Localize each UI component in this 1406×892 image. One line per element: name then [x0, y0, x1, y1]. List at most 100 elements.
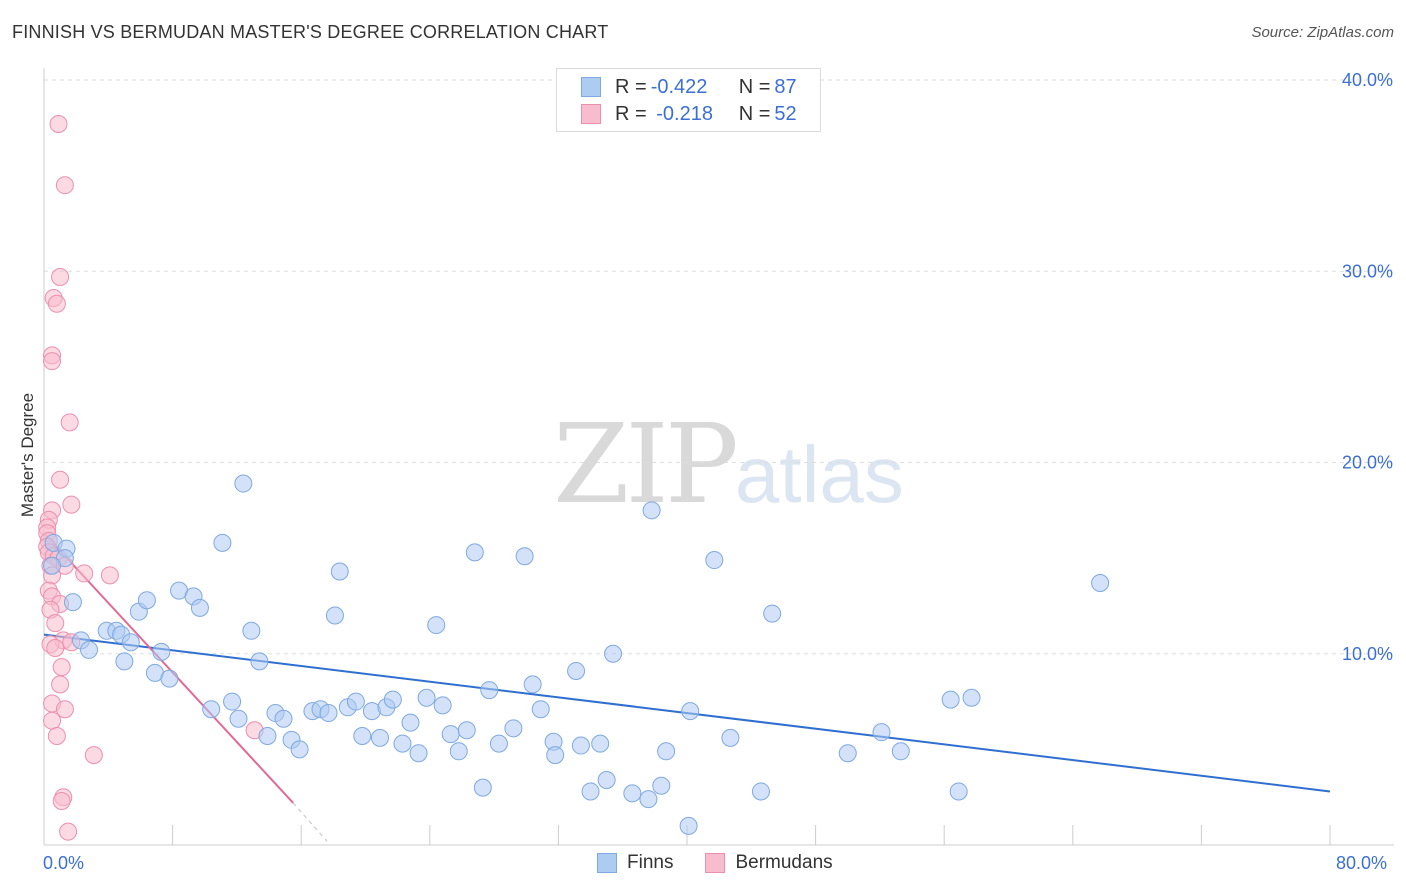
point-finns-49: [433, 696, 452, 715]
y-tick-label-10: 10.0%: [1342, 644, 1393, 664]
point-finns-47: [417, 688, 436, 707]
legend-n-label: N =: [738, 102, 771, 125]
y-tick-labels: 10.0% 20.0% 30.0% 40.0%: [1342, 70, 1393, 664]
point-finns-15: [152, 642, 171, 661]
trend-line-bermudans-extension: [292, 802, 328, 842]
point-finns-60: [531, 700, 550, 719]
point-finns-35: [325, 606, 344, 625]
legend-n-value-finns: 87: [774, 75, 797, 98]
point-finns-62: [546, 746, 565, 765]
point-finns-34: [319, 704, 338, 723]
point-finns-23: [229, 709, 248, 728]
point-finns-3: [43, 556, 62, 575]
y-tick-label-20: 20.0%: [1342, 453, 1393, 473]
point-finns-54: [473, 778, 492, 797]
point-finns-6: [80, 640, 99, 659]
series-legend-bermudans[interactable]: Bermudans: [705, 852, 833, 874]
point-finns-79: [763, 604, 782, 623]
point-finns-83: [941, 690, 960, 709]
point-finns-46: [409, 744, 428, 763]
point-finns-36: [330, 562, 349, 581]
point-finns-25: [242, 621, 261, 640]
series-legend: Finns Bermudans: [597, 852, 865, 874]
legend-r-label: R =: [615, 102, 647, 125]
point-bermudans-43: [59, 822, 78, 841]
point-finns-44: [393, 734, 412, 753]
point-finns-10: [115, 652, 134, 671]
source-credit: Source: ZipAtlas.com: [1251, 24, 1394, 41]
point-bermudans-2: [51, 267, 70, 286]
point-finns-16: [160, 669, 179, 688]
point-finns-38: [346, 692, 365, 711]
point-finns-86: [1091, 573, 1110, 592]
point-finns-66: [591, 734, 610, 753]
point-finns-29: [274, 709, 293, 728]
correlation-legend: R = -0.422 N = 87 R = -0.218 N = 52: [556, 68, 821, 132]
legend-r-value-finns: -0.422: [650, 75, 708, 98]
point-finns-72: [652, 776, 671, 795]
point-bermudans-28: [46, 614, 65, 633]
point-bermudans-34: [51, 675, 70, 694]
point-finns-63: [567, 661, 586, 680]
point-finns-73: [657, 742, 676, 761]
point-finns-41: [370, 728, 389, 747]
legend-row-bermudans: R = -0.218 N = 52: [581, 101, 797, 127]
point-bermudans-9: [62, 495, 81, 514]
point-bermudans-39: [84, 746, 103, 765]
point-finns-45: [401, 713, 420, 732]
series-swatch-finns: [597, 853, 617, 873]
point-finns-31: [290, 740, 309, 759]
point-finns-39: [353, 726, 372, 745]
series-legend-finns[interactable]: Finns: [597, 852, 673, 874]
point-bermudans-8: [51, 470, 70, 489]
point-finns-53: [465, 543, 484, 562]
point-finns-81: [872, 723, 891, 742]
trend-lines: [43, 532, 1331, 842]
point-bermudans-0: [49, 114, 68, 133]
chart-title: FINNISH VS BERMUDAN MASTER'S DEGREE CORR…: [12, 22, 609, 42]
point-finns-80: [838, 744, 857, 763]
point-finns-74: [679, 816, 698, 835]
point-bermudans-38: [47, 726, 66, 745]
point-bermudans-22: [75, 564, 94, 583]
point-finns-82: [891, 742, 910, 761]
watermark-atlas: atlas: [734, 430, 904, 519]
legend-swatch-bermudans: [581, 104, 601, 124]
point-finns-70: [639, 790, 658, 809]
point-finns-85: [962, 688, 981, 707]
point-finns-48: [427, 616, 446, 635]
y-tick-label-30: 30.0%: [1342, 261, 1393, 281]
data-points: [38, 114, 1110, 841]
point-bermudans-4: [47, 294, 66, 313]
legend-r-label: R =: [615, 75, 647, 98]
point-bermudans-23: [100, 566, 119, 585]
point-bermudans-36: [55, 700, 74, 719]
point-bermudans-7: [60, 413, 79, 432]
legend-n-label: N =: [738, 75, 771, 98]
y-tick-label-40: 40.0%: [1342, 70, 1393, 90]
point-bermudans-37: [43, 711, 62, 730]
series-label-finns: Finns: [627, 852, 674, 873]
point-finns-11: [121, 633, 140, 652]
point-finns-52: [457, 721, 476, 740]
point-finns-26: [250, 652, 269, 671]
axes: [43, 68, 1394, 846]
point-finns-59: [523, 675, 542, 694]
point-finns-13: [137, 591, 156, 610]
point-finns-22: [223, 692, 242, 711]
point-finns-84: [949, 782, 968, 801]
point-finns-58: [515, 547, 534, 566]
point-finns-71: [642, 501, 661, 520]
point-finns-56: [489, 734, 508, 753]
point-finns-67: [597, 770, 616, 789]
point-finns-76: [705, 551, 724, 570]
series-label-bermudans: Bermudans: [735, 852, 833, 873]
series-swatch-bermudans: [705, 853, 726, 873]
point-finns-78: [751, 782, 770, 801]
point-finns-19: [190, 598, 209, 617]
point-finns-51: [449, 742, 468, 761]
legend-row-finns: R = -0.422 N = 87: [581, 74, 797, 100]
point-finns-43: [383, 690, 402, 709]
point-finns-24: [234, 474, 253, 493]
